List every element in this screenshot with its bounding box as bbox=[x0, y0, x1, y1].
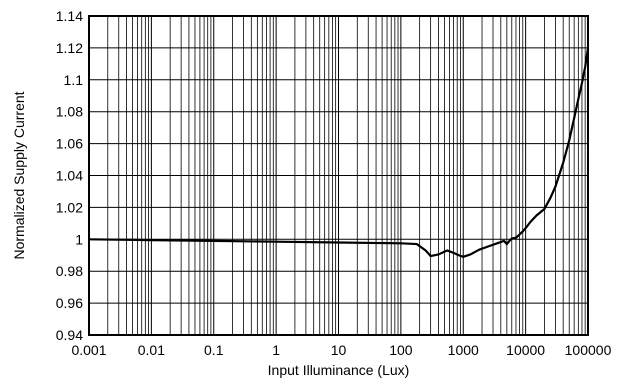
x-tick-label: 1000 bbox=[448, 342, 479, 358]
x-tick-label: 100000 bbox=[565, 342, 612, 358]
x-tick-label: 0.1 bbox=[204, 342, 224, 358]
x-tick-label: 0.001 bbox=[71, 342, 106, 358]
y-axis-title: Normalized Supply Current bbox=[11, 91, 27, 259]
series-line bbox=[88, 47, 590, 258]
x-tick-label: 1 bbox=[272, 342, 280, 358]
y-tick-label: 0.94 bbox=[56, 327, 83, 343]
y-tick-label: 1.08 bbox=[56, 104, 83, 120]
y-tick-label: 1.06 bbox=[56, 136, 83, 152]
x-tick-label: 100 bbox=[389, 342, 413, 358]
x-tick-labels: 0.001 0.01 0.1 1 10 100 1000 10000 100000 bbox=[71, 342, 611, 358]
y-tick-label: 0.98 bbox=[56, 263, 83, 279]
y-tick-label: 1.02 bbox=[56, 199, 83, 215]
y-tick-label: 1.14 bbox=[56, 8, 83, 24]
y-tick-label: 1.04 bbox=[56, 168, 83, 184]
plot-frame bbox=[88, 15, 589, 336]
grid-major bbox=[88, 15, 589, 336]
x-tick-label: 10000 bbox=[506, 342, 545, 358]
y-tick-label: 1 bbox=[75, 231, 83, 247]
x-tick-label: 0.01 bbox=[138, 342, 165, 358]
y-tick-label: 1.12 bbox=[56, 40, 83, 56]
y-tick-labels: 0.94 0.96 0.98 1 1.02 1.04 1.06 1.08 1.1 1.12 1.14 bbox=[56, 8, 83, 343]
x-tick-label: 10 bbox=[331, 342, 347, 358]
x-axis-title: Input Illuminance (Lux) bbox=[268, 362, 410, 378]
y-tick-label: 1.1 bbox=[64, 72, 84, 88]
y-tick-label: 0.96 bbox=[56, 295, 83, 311]
